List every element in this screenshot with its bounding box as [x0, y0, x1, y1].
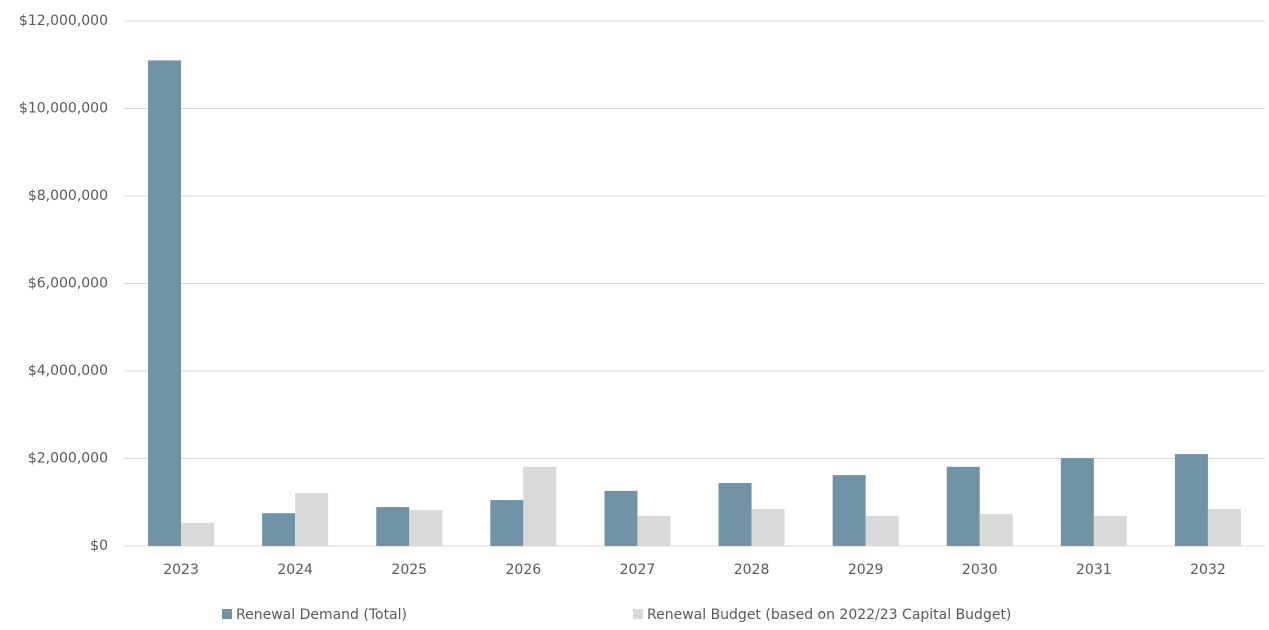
legend-label: Renewal Budget (based on 2022/23 Capital… — [647, 607, 1011, 623]
y-tick-label: $12,000,000 — [19, 13, 108, 29]
y-tick-label: $4,000,000 — [28, 363, 108, 379]
bar — [1174, 454, 1208, 546]
y-tick-label: $10,000,000 — [19, 101, 108, 117]
bar — [490, 500, 524, 546]
legend-swatch — [222, 609, 232, 619]
x-tick-label: 2024 — [277, 562, 313, 578]
x-tick-label: 2025 — [391, 562, 427, 578]
bar — [637, 515, 671, 546]
bar — [832, 475, 866, 546]
bar — [523, 466, 557, 546]
x-tick-label: 2026 — [506, 562, 542, 578]
bar — [718, 483, 752, 546]
bar — [865, 515, 899, 546]
legend-swatch — [633, 609, 643, 619]
bar — [946, 466, 980, 546]
y-tick-label: $2,000,000 — [28, 451, 108, 467]
legend-label: Renewal Demand (Total) — [236, 607, 407, 623]
bar — [1093, 515, 1127, 546]
x-tick-label: 2028 — [734, 562, 770, 578]
bar — [1060, 458, 1094, 546]
x-tick-label: 2029 — [848, 562, 884, 578]
x-tick-label: 2030 — [962, 562, 998, 578]
bar — [751, 508, 785, 546]
bar — [262, 513, 296, 546]
bar — [376, 507, 410, 546]
y-tick-label: $0 — [90, 538, 108, 554]
y-tick-label: $8,000,000 — [28, 188, 108, 204]
bar — [604, 490, 638, 546]
bar — [1207, 508, 1241, 546]
x-tick-label: 2032 — [1190, 562, 1226, 578]
x-tick-label: 2031 — [1076, 562, 1112, 578]
bar — [979, 514, 1013, 546]
bar — [148, 60, 182, 546]
bar — [409, 510, 443, 546]
bar — [295, 493, 329, 546]
bar — [181, 522, 215, 546]
y-tick-label: $6,000,000 — [28, 276, 108, 292]
x-tick-label: 2027 — [620, 562, 656, 578]
x-tick-label: 2023 — [163, 562, 199, 578]
